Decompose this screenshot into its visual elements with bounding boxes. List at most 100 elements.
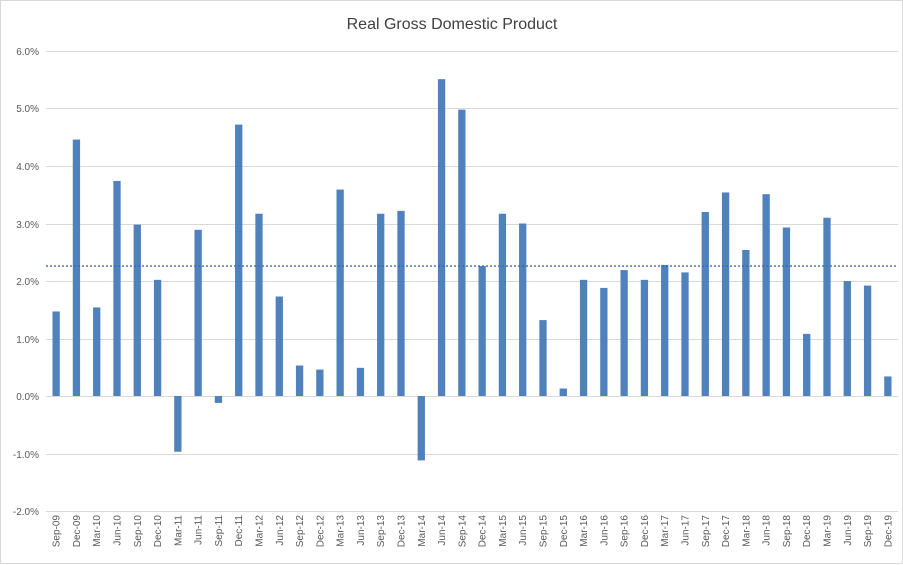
gridlines xyxy=(46,51,898,512)
bar-sep-16 xyxy=(620,270,628,396)
bar-sep-11 xyxy=(214,396,223,403)
x-tick-label: Dec-15 xyxy=(559,515,570,548)
x-tick-label: Mar-12 xyxy=(255,515,266,547)
x-tick-label: Dec-16 xyxy=(640,515,651,548)
bar-dec-14 xyxy=(478,266,486,396)
bar-sep-14 xyxy=(458,109,466,397)
bar-sep-10 xyxy=(133,224,141,396)
y-tick-label: 5.0% xyxy=(16,104,39,115)
bar-mar-11 xyxy=(174,396,182,452)
bar-dec-19 xyxy=(884,376,892,396)
x-tick-label: Sep-09 xyxy=(52,515,63,548)
x-tick-label: Mar-18 xyxy=(741,515,752,547)
x-tick-label: Sep-15 xyxy=(539,515,550,548)
bar-sep-15 xyxy=(539,320,547,396)
bar-jun-15 xyxy=(519,223,527,396)
x-tick-label: Sep-19 xyxy=(863,515,874,548)
x-tick-label: Sep-18 xyxy=(782,515,793,548)
bar-dec-11 xyxy=(235,124,243,396)
x-tick-label: Jun-12 xyxy=(275,515,286,546)
x-tick-label: Sep-11 xyxy=(214,515,225,547)
bar-sep-18 xyxy=(782,227,791,396)
bar-mar-18 xyxy=(742,249,750,396)
x-tick-label: Jun-16 xyxy=(599,515,610,546)
x-tick-label: Dec-11 xyxy=(234,515,245,547)
x-tick-label: Jun-18 xyxy=(762,515,773,546)
x-tick-label: Mar-17 xyxy=(660,515,671,547)
y-tick-label: 3.0% xyxy=(16,220,39,231)
chart-title: Real Gross Domestic Product xyxy=(347,16,558,33)
bar-sep-12 xyxy=(295,365,304,396)
bar-dec-18 xyxy=(803,333,811,396)
x-tick-label: Dec-17 xyxy=(721,515,732,548)
x-tick-label: Dec-18 xyxy=(802,515,813,548)
x-axis-ticks: Sep-09 Dec-09 Mar-10 Jun-10 Sep-10 Dec-10 Mar-… xyxy=(52,515,895,548)
x-tick-label: Dec-09 xyxy=(72,515,83,548)
x-tick-label: Sep-16 xyxy=(620,515,631,548)
bar-dec-13 xyxy=(397,210,405,396)
x-tick-label: Sep-17 xyxy=(701,515,712,548)
x-tick-label: Mar-15 xyxy=(498,515,509,547)
x-tick-label: Sep-14 xyxy=(457,515,468,548)
y-tick-label: 6.0% xyxy=(16,47,39,58)
bar-mar-16 xyxy=(579,279,588,396)
x-tick-label: Jun-10 xyxy=(113,515,124,546)
bar-mar-19 xyxy=(823,217,831,396)
bar-mar-15 xyxy=(498,213,507,396)
bar-dec-09 xyxy=(72,139,81,397)
x-tick-label: Mar-19 xyxy=(823,515,834,547)
y-tick-label: -1.0% xyxy=(13,450,39,461)
y-tick-label: 2.0% xyxy=(16,277,39,288)
bar-mar-14 xyxy=(417,396,425,461)
bar-dec-12 xyxy=(316,369,324,396)
y-tick-label: 0.0% xyxy=(16,392,39,403)
x-tick-label: Jun-17 xyxy=(681,515,692,546)
x-tick-label: Mar-14 xyxy=(417,515,428,547)
y-tick-label: 4.0% xyxy=(16,162,39,173)
x-tick-label: Jun-15 xyxy=(518,515,529,546)
x-tick-label: Dec-14 xyxy=(478,515,489,548)
bar-jun-17 xyxy=(681,272,689,397)
bar-sep-17 xyxy=(701,212,709,396)
bar-jun-10 xyxy=(113,180,121,396)
x-tick-label: Dec-13 xyxy=(397,515,408,548)
x-tick-label: Mar-11 xyxy=(173,515,184,546)
bar-sep-13 xyxy=(377,213,385,396)
bar-mar-13 xyxy=(336,189,344,396)
bar-dec-16 xyxy=(640,279,649,396)
x-tick-label: Jun-13 xyxy=(356,515,367,546)
bar-sep-09 xyxy=(52,311,60,396)
bar-jun-12 xyxy=(275,296,283,396)
bars xyxy=(52,79,892,461)
x-tick-label: Mar-10 xyxy=(92,515,103,547)
x-tick-label: Mar-13 xyxy=(336,515,347,547)
x-tick-label: Jun-19 xyxy=(843,515,854,546)
bar-dec-17 xyxy=(721,192,730,396)
x-tick-label: Dec-10 xyxy=(153,515,164,548)
x-tick-label: Mar-16 xyxy=(579,515,590,547)
y-tick-label: 1.0% xyxy=(16,335,39,346)
x-tick-label: Sep-10 xyxy=(133,515,144,548)
bar-sep-19 xyxy=(863,285,872,396)
x-tick-label: Dec-12 xyxy=(315,515,326,548)
x-tick-label: Sep-13 xyxy=(376,515,387,548)
x-tick-label: Sep-12 xyxy=(295,515,306,548)
bar-mar-10 xyxy=(93,307,101,396)
bar-jun-11 xyxy=(194,229,202,396)
bar-dec-15 xyxy=(559,388,567,396)
y-tick-label: -2.0% xyxy=(13,507,39,518)
bar-mar-17 xyxy=(661,264,669,396)
bar-jun-16 xyxy=(600,287,608,396)
bar-jun-13 xyxy=(356,367,365,396)
bar-jun-14 xyxy=(437,79,446,397)
x-tick-label: Jun-11 xyxy=(194,515,205,545)
bar-mar-12 xyxy=(255,213,263,396)
bar-jun-19 xyxy=(843,281,851,396)
bar-dec-10 xyxy=(153,279,162,396)
y-axis-ticks: -2.0% -1.0% 0.0% 1.0% 2.0% 3.0% 4.0% 5.0% 6.0% xyxy=(13,47,39,518)
x-tick-label: Dec-19 xyxy=(883,515,894,548)
x-tick-label: Jun-14 xyxy=(437,515,448,546)
bar-jun-18 xyxy=(762,194,770,396)
